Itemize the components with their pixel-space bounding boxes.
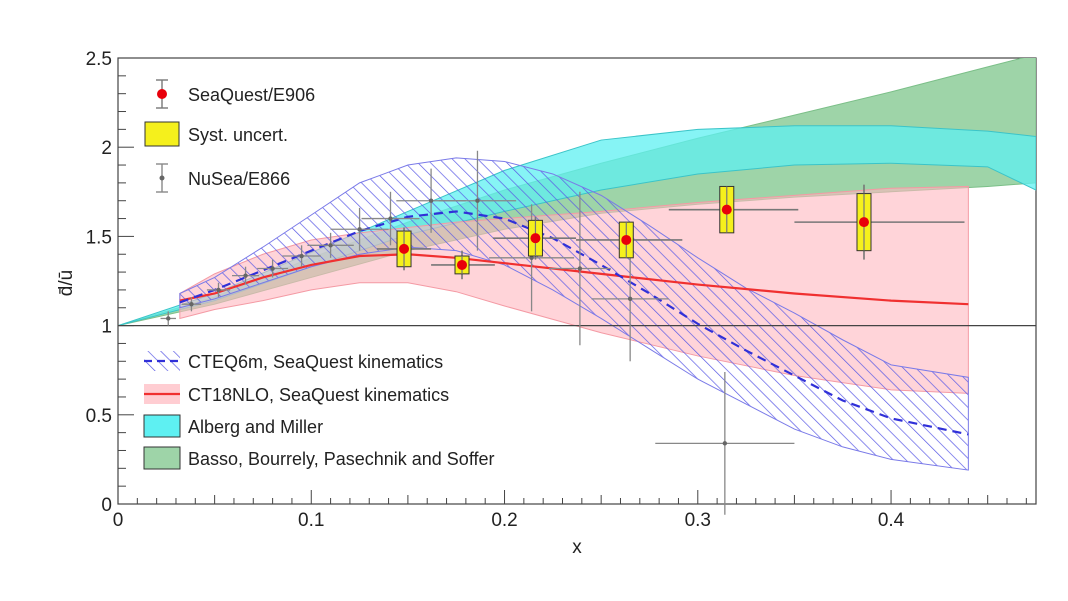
legend-label: NuSea/E866	[188, 169, 290, 189]
legend-band	[143, 414, 181, 438]
nusea-point	[181, 297, 202, 312]
nusea-marker	[328, 243, 333, 248]
nusea-point	[655, 371, 795, 515]
nusea-marker	[189, 301, 194, 307]
legend-item-alberg: Alberg and Miller	[143, 414, 323, 438]
nusea-marker	[243, 273, 248, 278]
nusea-point	[438, 150, 517, 251]
nusea-marker	[475, 198, 480, 203]
nusea-point	[257, 259, 289, 278]
y-tick-label: 1.5	[86, 227, 112, 248]
seaquest-marker	[530, 233, 541, 244]
legend-item-ct18: CT18NLO, SeaQuest kinematics	[144, 384, 449, 405]
legend-label: Syst. uncert.	[188, 125, 288, 145]
x-tick-label: 0.2	[491, 510, 517, 531]
nusea-point	[206, 282, 231, 298]
seaquest-marker	[858, 217, 869, 228]
nusea-point	[282, 245, 321, 267]
legend-syst-box	[144, 121, 180, 147]
theory-bands	[118, 58, 1036, 471]
seaquest-marker	[621, 234, 632, 245]
nusea-marker	[357, 227, 362, 232]
legend-item-cteq: CTEQ6m, SeaQuest kinematics	[144, 351, 443, 372]
legend-item-syst: Syst. uncert.	[144, 121, 288, 147]
seaquest-point	[431, 250, 495, 280]
seaquest-marker	[721, 204, 732, 215]
y-tick-label: 2	[101, 138, 112, 159]
nusea-point	[160, 311, 176, 326]
legend-item-nusea: NuSea/E866	[156, 163, 290, 193]
seaquest-point	[794, 184, 965, 260]
y-axis-title: d̄/ū	[56, 270, 77, 296]
legend-top: SeaQuest/E906 Syst. uncert. NuSea/E866	[144, 79, 315, 193]
seaquest-marker	[457, 259, 468, 270]
y-tick-label: 0.5	[86, 406, 112, 427]
axes: 0 0.1 0.2 0.3 0.4 0 0.5 1 1.5 2 2.5	[86, 49, 1027, 531]
legend-label: SeaQuest/E906	[188, 85, 315, 105]
legend-bottom: CTEQ6m, SeaQuest kinematics CT18NLO, SeaQ…	[143, 351, 495, 470]
seaquest-point	[492, 216, 577, 260]
x-tick-label: 0.3	[685, 510, 711, 531]
nusea-marker	[428, 198, 434, 203]
plot-frame	[117, 57, 1037, 505]
nusea-point	[307, 232, 354, 258]
x-axis-title: x	[572, 537, 582, 558]
legend-label: Alberg and Miller	[188, 417, 323, 437]
seaquest-point	[376, 227, 432, 271]
seaquest-point	[576, 221, 683, 259]
nusea-marker	[388, 216, 393, 221]
legend-marker	[159, 175, 165, 181]
legend-marker	[157, 89, 167, 99]
nusea-point	[548, 191, 611, 346]
legend-label: CTEQ6m, SeaQuest kinematics	[188, 352, 443, 372]
data-points	[160, 150, 965, 515]
nusea-marker	[577, 266, 583, 271]
seaquest-marker	[399, 243, 410, 254]
x-tick-label: 0.4	[878, 510, 905, 531]
legend-item-seaquest: SeaQuest/E906	[156, 79, 315, 109]
x-tick-label: 0	[113, 510, 124, 531]
nusea-point	[232, 266, 260, 285]
y-tick-label: 1	[101, 317, 112, 338]
nusea-marker	[299, 253, 304, 259]
y-tick-label: 2.5	[86, 49, 112, 70]
legend-label: Basso, Bourrely, Pasechnik and Soffer	[188, 449, 495, 469]
legend-item-basso: Basso, Bourrely, Pasechnik and Soffer	[143, 446, 495, 470]
nusea-marker	[166, 316, 171, 321]
y-tick-label: 0	[101, 495, 112, 516]
nusea-marker	[722, 441, 728, 446]
nusea-marker	[216, 287, 221, 293]
legend-band	[143, 446, 181, 470]
legend-label: CT18NLO, SeaQuest kinematics	[188, 385, 449, 405]
x-tick-label: 0.1	[298, 510, 324, 531]
nusea-marker	[529, 255, 534, 261]
nusea-marker	[270, 266, 275, 271]
nusea-marker	[627, 296, 633, 302]
nusea-point	[330, 207, 389, 251]
seaquest-point	[668, 185, 799, 234]
nusea-point	[361, 191, 420, 246]
